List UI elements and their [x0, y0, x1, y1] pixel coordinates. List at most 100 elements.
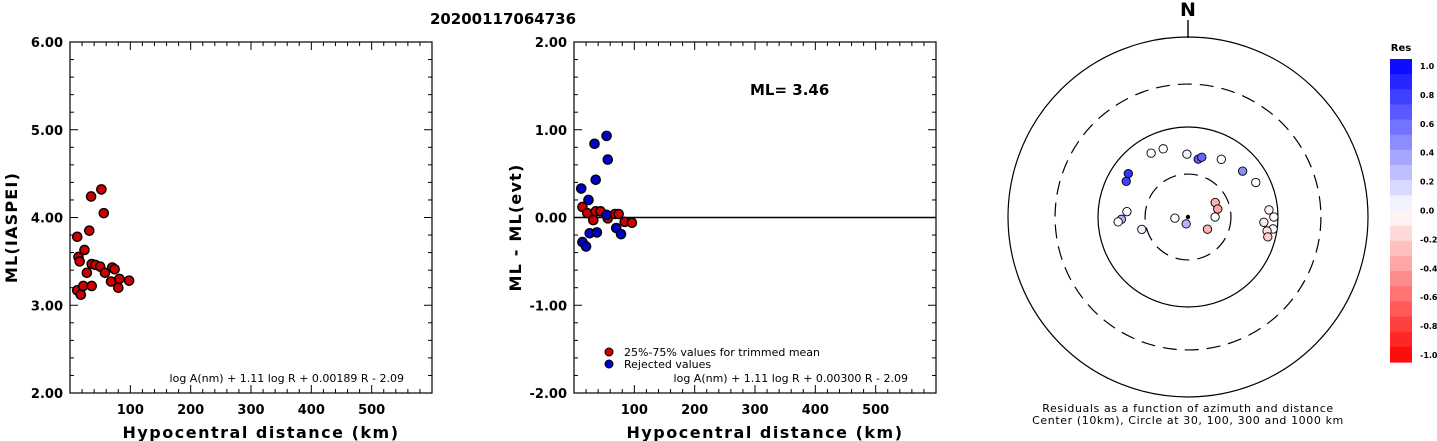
colorbar-tick-label: -0.6: [1420, 293, 1437, 302]
data-point-red: [75, 289, 87, 301]
colorbar-tick-label: -0.2: [1420, 235, 1437, 244]
y-tick-label: 6.00: [31, 36, 63, 51]
colorbar-swatch: [1390, 89, 1412, 106]
station-residual-point: [1202, 224, 1213, 234]
colorbar-swatch: [1390, 104, 1412, 121]
data-point-blue: [602, 154, 614, 165]
residual-vs-distance-chart: 100 200 300 400 500 -2.00 -1.00 0.00 1.00 2.00 Hyp…: [506, 36, 937, 441]
station-residual-point: [1210, 212, 1220, 222]
colorbar-swatch: [1390, 195, 1412, 212]
colorbar-swatch: [1390, 346, 1412, 363]
y-tick-label: 1.00: [535, 124, 567, 139]
colorbar-tick-label: -1.0: [1420, 351, 1437, 360]
colorbar-tick-label: 0.4: [1420, 149, 1435, 158]
data-point-red: [114, 273, 125, 285]
colorbar-swatch: [1390, 165, 1412, 181]
x-axis-label: Hypocentral distance (km): [626, 423, 903, 441]
station-residual-point: [1251, 177, 1261, 188]
polar-caption-line-1: Residuals as a function of azimuth and d…: [1042, 402, 1333, 415]
legend-marker-red: [604, 347, 614, 357]
x-tick-label: 300: [237, 403, 264, 418]
station-residual-point: [1216, 154, 1226, 164]
azimuth-residual-polar-chart: N Residuals as a function of azimuth and …: [1007, 0, 1437, 427]
data-point-blue: [580, 241, 592, 252]
colorbar-swatch: [1390, 149, 1412, 166]
colorbar-tick-label: 0.6: [1420, 120, 1435, 129]
station-residual-point: [1269, 212, 1279, 222]
station-residual-point: [1122, 207, 1132, 217]
y-axis-label: ML - ML(evt): [506, 164, 525, 292]
data-point-blue: [589, 138, 600, 150]
data-point-red: [96, 184, 107, 195]
colorbar-tick-label: -0.4: [1420, 264, 1437, 273]
station-residual-point: [1182, 149, 1192, 159]
data-point-red: [613, 208, 624, 220]
legend-marker-blue: [604, 359, 614, 369]
data-point-red: [112, 282, 124, 294]
data-point-red: [71, 231, 83, 243]
x-tick-label: 100: [117, 403, 144, 418]
colorbar-swatch: [1390, 255, 1412, 272]
colorbar-swatch: [1390, 316, 1412, 333]
data-point-red: [99, 267, 111, 279]
y-tick-label: 0.00: [535, 212, 567, 227]
colorbar-swatch: [1390, 301, 1412, 318]
colorbar-swatch: [1390, 271, 1412, 287]
station-residual-point: [1121, 176, 1131, 186]
station-residual-point: [1113, 217, 1123, 227]
colorbar-tick-label: 1.0: [1420, 62, 1435, 71]
station-residual-point: [1170, 213, 1180, 223]
station-residual-point: [1197, 152, 1207, 162]
station-residual-point: [1158, 144, 1168, 154]
series-red: [71, 184, 135, 301]
data-point-red: [85, 191, 97, 202]
colorbar-swatch: [1390, 180, 1412, 196]
y-axis-label: ML(IASPEI): [2, 172, 21, 283]
plot-frame: [69, 41, 433, 394]
page-title: 20200117064736: [430, 10, 576, 28]
colorbar-tick-label: 0.2: [1420, 178, 1434, 187]
x-tick-label: 400: [802, 403, 829, 418]
range-circle-1000km: [1007, 36, 1369, 398]
station-residual-point: [1263, 232, 1273, 242]
epicenter-dot: [1185, 214, 1191, 220]
colorbar-title: Res: [1391, 43, 1411, 54]
residual-colorbar: Res 1.0 0.8 0.6 0.4 0.2 0.0 -0.2 -0.4 -0.6 -0.8 -1.…: [1390, 43, 1437, 363]
colorbar-swatch: [1390, 119, 1412, 136]
colorbar-tick-label: 0.8: [1420, 91, 1435, 100]
data-point-blue: [601, 130, 612, 142]
station-residual-point: [1237, 166, 1248, 176]
data-point-blue: [615, 228, 627, 240]
y-tick-label: 5.00: [31, 124, 63, 139]
station-residual-point: [1137, 224, 1147, 235]
station-residual-point: [1146, 148, 1156, 158]
colorbar-swatch: [1390, 331, 1412, 348]
colorbar-swatch: [1390, 286, 1412, 302]
colorbar-tick-label: 0.0: [1420, 207, 1435, 216]
colorbar-tick-label: -0.8: [1420, 322, 1437, 331]
y-tick-label: 2.00: [31, 387, 63, 402]
north-label: N: [1180, 0, 1196, 21]
data-point-red: [84, 225, 95, 236]
x-tick-label: 300: [741, 403, 768, 418]
legend-label: Rejected values: [624, 358, 711, 371]
colorbar-swatch: [1390, 59, 1412, 75]
y-tick-label: 4.00: [31, 212, 63, 227]
data-point-red: [98, 207, 110, 219]
station-residual-point: [1213, 204, 1223, 214]
x-tick-label: 400: [298, 403, 325, 418]
data-point-red: [79, 244, 90, 256]
data-point-blue: [575, 183, 587, 194]
y-tick-label: 3.00: [31, 299, 63, 314]
range-circle-30km: [1144, 173, 1232, 261]
ml-value-label: ML= 3.46: [750, 81, 829, 99]
colorbar-swatch: [1390, 240, 1412, 257]
data-point-red: [74, 256, 85, 267]
x-tick-label: 100: [621, 403, 648, 418]
station-residual-point: [1259, 217, 1269, 227]
x-axis-label: Hypocentral distance (km): [122, 423, 399, 441]
y-tick-label: -2.00: [530, 387, 567, 402]
legend: 25%-75% values for trimmed meanRejected …: [604, 346, 820, 371]
data-point-red: [86, 280, 98, 292]
station-residual-point: [1181, 219, 1191, 229]
